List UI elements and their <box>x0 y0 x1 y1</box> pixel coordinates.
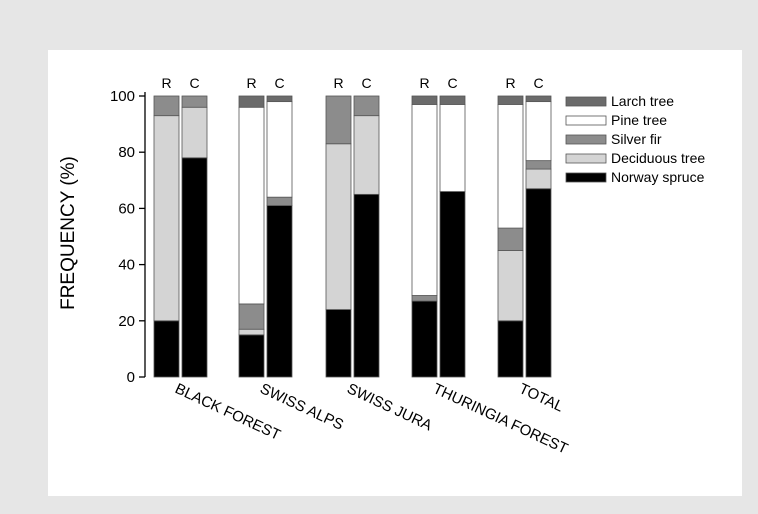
bar-segment-swiss-alps-c-norway-spruce <box>266 205 293 378</box>
legend-label-silver-fir: Silver fir <box>611 131 662 147</box>
y-axis-label: FREQUENCY (%) <box>58 156 79 310</box>
bar-label-r: R <box>161 75 171 91</box>
bar-segment-thuringia-forest-c-larch-tree <box>439 95 466 105</box>
bar-segment-total-c-larch-tree <box>525 95 552 103</box>
bar-segment-black-forest-r-silver-fir <box>153 95 180 117</box>
bar-segment-swiss-jura-c-deciduous-tree <box>353 115 380 195</box>
legend-swatch-silver-fir <box>565 134 607 145</box>
bar-label-r: R <box>419 75 429 91</box>
bar-label-r: R <box>333 75 343 91</box>
bar-segment-swiss-alps-r-silver-fir <box>238 303 265 330</box>
bar-segment-black-forest-c-deciduous-tree <box>181 106 208 159</box>
x-category-label: TOTAL <box>516 380 566 415</box>
bar-segment-thuringia-forest-r-silver-fir <box>411 295 438 302</box>
bar-segment-swiss-alps-r-pine-tree <box>238 106 265 305</box>
bar-segment-swiss-alps-c-silver-fir <box>266 196 293 206</box>
bar-segment-swiss-jura-r-deciduous-tree <box>325 143 352 310</box>
y-tick-label: 60 <box>118 200 135 217</box>
bar-segment-swiss-alps-r-larch-tree <box>238 95 265 108</box>
bar-label-r: R <box>505 75 515 91</box>
y-tick-label: 80 <box>118 144 135 161</box>
bar-label-r: R <box>246 75 256 91</box>
bar-segment-thuringia-forest-c-norway-spruce <box>439 191 466 378</box>
bar-segment-swiss-alps-c-larch-tree <box>266 95 293 103</box>
legend-swatch-norway-spruce <box>565 172 607 183</box>
bar-segment-swiss-alps-c-pine-tree <box>266 101 293 198</box>
bar-label-c: C <box>533 75 543 91</box>
legend-swatch-pine-tree <box>565 115 607 126</box>
bar-segment-total-c-pine-tree <box>525 101 552 162</box>
x-category-label: SWISS JURA <box>344 380 434 434</box>
bar-label-c: C <box>447 75 457 91</box>
bar-segment-thuringia-forest-r-pine-tree <box>411 104 438 296</box>
y-tick-label: 20 <box>118 313 135 330</box>
bar-segment-total-r-deciduous-tree <box>497 250 524 322</box>
y-tick-label: 100 <box>110 88 135 105</box>
bar-segment-swiss-alps-r-norway-spruce <box>238 334 265 378</box>
bar-segment-total-r-silver-fir <box>497 227 524 251</box>
bar-segment-total-c-deciduous-tree <box>525 168 552 190</box>
legend-label-pine-tree: Pine tree <box>611 112 667 128</box>
bar-segment-thuringia-forest-r-norway-spruce <box>411 300 438 378</box>
bar-segment-total-c-silver-fir <box>525 160 552 170</box>
bar-segment-swiss-jura-r-norway-spruce <box>325 309 352 378</box>
bar-segment-total-r-larch-tree <box>497 95 524 105</box>
bar-segment-thuringia-forest-r-larch-tree <box>411 95 438 105</box>
legend-label-norway-spruce: Norway spruce <box>611 169 705 185</box>
bar-segment-black-forest-r-norway-spruce <box>153 320 180 378</box>
bar-segment-swiss-alps-r-deciduous-tree <box>238 328 265 336</box>
y-tick-label: 40 <box>118 257 135 274</box>
chart-panel: FREQUENCY (%) 0 20 40 60 80 100 R C BLACK FOREST… <box>48 50 742 496</box>
legend-swatch-larch-tree <box>565 96 607 107</box>
legend-label-larch-tree: Larch tree <box>611 93 674 109</box>
bar-segment-swiss-jura-c-silver-fir <box>353 95 380 117</box>
bar-segment-total-r-norway-spruce <box>497 320 524 378</box>
bar-label-c: C <box>361 75 371 91</box>
bar-segment-black-forest-r-deciduous-tree <box>153 115 180 322</box>
bar-segment-total-c-norway-spruce <box>525 188 552 378</box>
legend-swatch-deciduous-tree <box>565 153 607 164</box>
figure-frame: FREQUENCY (%) 0 20 40 60 80 100 R C BLACK FOREST… <box>8 8 750 506</box>
bar-segment-thuringia-forest-c-pine-tree <box>439 104 466 192</box>
bar-segment-swiss-jura-c-norway-spruce <box>353 193 380 378</box>
bar-segment-total-r-pine-tree <box>497 104 524 229</box>
bar-segment-black-forest-c-norway-spruce <box>181 157 208 378</box>
y-tick-label: 0 <box>127 369 135 386</box>
bar-label-c: C <box>274 75 284 91</box>
legend-label-deciduous-tree: Deciduous tree <box>611 150 705 166</box>
bar-label-c: C <box>189 75 199 91</box>
bar-segment-swiss-jura-r-silver-fir <box>325 95 352 145</box>
bar-segment-black-forest-c-silver-fir <box>181 95 208 108</box>
